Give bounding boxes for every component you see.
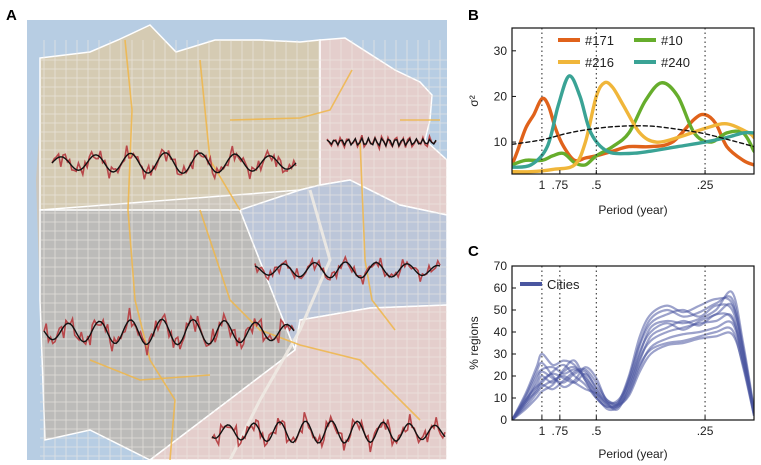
cities-series-line xyxy=(512,331,754,420)
north-west-trace xyxy=(51,145,297,181)
chart-b-frame xyxy=(511,27,755,175)
highway-1 xyxy=(124,39,176,460)
chart-c-legend: Cities xyxy=(520,277,580,292)
street-diagonal xyxy=(228,189,332,460)
mission-trace-fit xyxy=(254,261,441,279)
chart-b-lines xyxy=(512,74,754,174)
region-south xyxy=(148,304,447,460)
chart-b-xtick-label: .75 xyxy=(552,178,569,192)
chart-b-ytick-label: 30 xyxy=(494,44,508,58)
chart-c-axes: 0 10 20 30 40 50 60 70 1 .75 .5 .25 xyxy=(494,259,755,438)
series-n240 xyxy=(512,74,754,169)
chart-c-frame xyxy=(511,265,755,421)
chart-c-ytick-label: 40 xyxy=(494,325,508,339)
south-trace xyxy=(211,412,446,453)
map xyxy=(27,20,447,460)
chart-c-ytick-label: 30 xyxy=(494,347,508,361)
chart-b-legend: #171 #10 #216 #240 xyxy=(558,33,690,70)
chart-c-ytick-label: 70 xyxy=(494,259,508,273)
chart-b: 10 20 30 1 .75 .5 .25 #171 #10 #216 #240 Period (… xyxy=(467,27,755,217)
mission-trace xyxy=(254,254,441,285)
region-north-west xyxy=(39,24,321,211)
legend-label-cities: Cities xyxy=(547,277,580,292)
panel-a-letter: A xyxy=(6,7,17,24)
chart-c-ytick-label: 50 xyxy=(494,303,508,317)
chart-b-ytick-label: 10 xyxy=(494,135,508,149)
legend-label-n240: #240 xyxy=(661,55,690,70)
chart-c-ytick-label: 10 xyxy=(494,391,508,405)
series-n216 xyxy=(512,80,754,174)
north-east-trace xyxy=(326,133,437,152)
chart-c-ytick-label: 20 xyxy=(494,369,508,383)
chart-c-lines xyxy=(512,290,754,420)
highway-4 xyxy=(199,209,421,421)
chart-c-ytick-label: 60 xyxy=(494,281,508,295)
south-trace-fit xyxy=(211,420,446,444)
chart-c-xtick-label: .25 xyxy=(697,424,714,438)
map-traces xyxy=(43,133,446,453)
cities-series-line xyxy=(512,296,754,420)
north-east-trace-fit xyxy=(326,136,437,148)
chart-b-ytick-label: 20 xyxy=(494,89,508,103)
chart-b-xtick-label: .25 xyxy=(697,178,714,192)
legend-label-n10: #10 xyxy=(661,33,683,48)
street-grid xyxy=(40,40,447,460)
chart-c-xtick-label: 1 xyxy=(539,424,546,438)
legend-label-n216: #216 xyxy=(585,55,614,70)
west-trace-fit xyxy=(43,318,295,346)
chart-b-ylabel: σ² xyxy=(467,95,481,106)
chart-c-ytick-label: 0 xyxy=(500,413,507,427)
highway-3 xyxy=(359,139,396,331)
west-trace-raw xyxy=(43,307,295,356)
chart-c: 0 10 20 30 40 50 60 70 1 .75 .5 .25 Cities Period (… xyxy=(467,259,755,461)
chart-c-xlabel: Period (year) xyxy=(598,447,667,461)
series-baseline-dashed xyxy=(512,125,754,148)
legend-label-n171: #171 xyxy=(585,33,614,48)
north-west-trace-fit xyxy=(51,152,297,174)
chart-b-xlabel: Period (year) xyxy=(598,203,667,217)
panel-c-letter: C xyxy=(468,243,479,260)
chart-b-xtick-label: .5 xyxy=(591,178,601,192)
cities-series-line xyxy=(512,302,754,420)
highway-2 xyxy=(229,69,353,121)
cities-series-line xyxy=(512,290,754,420)
street-lines xyxy=(40,40,447,460)
chart-c-xtick-label: .5 xyxy=(591,424,601,438)
chart-c-xtick-label: .75 xyxy=(552,424,569,438)
chart-b-xtick-label: 1 xyxy=(539,178,546,192)
chart-b-axes: 10 20 30 1 .75 .5 .25 xyxy=(494,27,755,192)
chart-c-ylabel: % regions xyxy=(467,316,481,369)
highway-5 xyxy=(89,359,211,381)
west-trace xyxy=(43,307,295,356)
panel-b-letter: B xyxy=(468,7,479,24)
